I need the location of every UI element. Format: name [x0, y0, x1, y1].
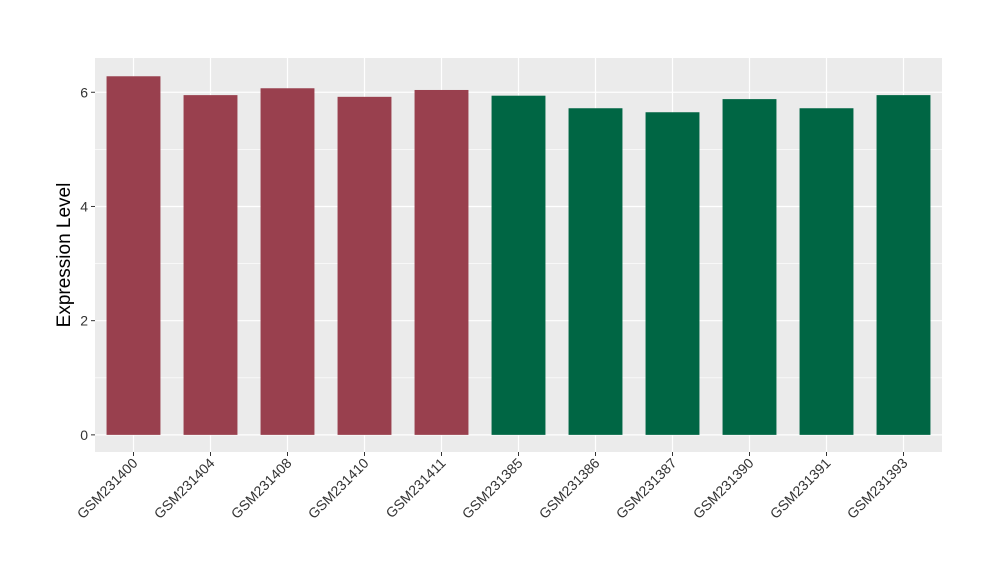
y-tick-label: 0: [80, 427, 88, 443]
bar-gsm231387: [645, 112, 700, 435]
bar-gsm231385: [491, 95, 546, 435]
bar-gsm231386: [568, 108, 623, 435]
y-tick-label: 4: [80, 198, 88, 214]
x-tick-label: GSM231400: [74, 455, 141, 522]
x-tick-label: GSM231404: [151, 455, 218, 522]
y-axis: 0 2 4 6: [80, 84, 95, 443]
x-tick-label: GSM231387: [613, 455, 680, 522]
x-axis: GSM231400 GSM231404 GSM231408 GSM231410 GSM2…: [74, 452, 911, 522]
bar-gsm231411: [414, 89, 469, 435]
y-axis-title: Expression Level: [54, 183, 75, 328]
bars: [106, 76, 931, 435]
x-tick-label: GSM231386: [536, 455, 603, 522]
bar-gsm231391: [799, 108, 854, 435]
bar-gsm231408: [260, 88, 315, 435]
x-tick-label: GSM231390: [690, 455, 757, 522]
x-tick-label: GSM231408: [228, 455, 295, 522]
y-tick-label: 2: [80, 313, 88, 329]
bar-gsm231393: [876, 95, 931, 435]
bar-gsm231410: [337, 96, 392, 435]
x-tick-label: GSM231411: [382, 455, 448, 521]
y-tick-label: 6: [80, 84, 88, 100]
x-tick-label: GSM231391: [767, 455, 834, 522]
bar-gsm231404: [183, 95, 238, 435]
x-tick-label: GSM231385: [459, 455, 526, 522]
bar-gsm231400: [106, 76, 161, 435]
x-tick-label: GSM231410: [305, 455, 372, 522]
bar-gsm231390: [722, 99, 777, 435]
x-tick-label: GSM231393: [844, 455, 911, 522]
